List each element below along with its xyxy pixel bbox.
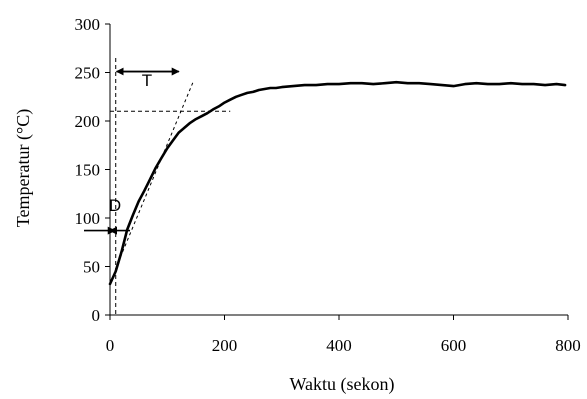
- series: [108, 80, 567, 286]
- y-tick-label: 150: [75, 161, 101, 180]
- tangent-line: [115, 82, 194, 269]
- y-tick-label: 250: [75, 64, 101, 83]
- x-tick-label: 0: [106, 336, 115, 355]
- t-label: T: [142, 71, 152, 90]
- x-tick-label: 600: [441, 336, 467, 355]
- y-tick-label: 0: [92, 306, 101, 325]
- y-tick-label: 50: [83, 258, 100, 277]
- d-label: D: [109, 196, 121, 215]
- x-tick-label: 400: [326, 336, 352, 355]
- y-tick-label: 200: [75, 112, 101, 131]
- x-axis-title: Waktu (sekon): [289, 374, 394, 395]
- y-tick-label: 100: [75, 209, 101, 228]
- x-tick-label: 200: [212, 336, 238, 355]
- x-tick-label: 800: [555, 336, 581, 355]
- y-axis-title: Temperatur (°C): [13, 109, 34, 227]
- y-tick-label: 300: [75, 15, 101, 34]
- annotations: [84, 57, 231, 315]
- ticks: 0 50 100 150 200 250 300 0 200 400 600 800: [75, 15, 581, 355]
- series-line-temperature: [108, 80, 567, 286]
- axes: [109, 24, 568, 316]
